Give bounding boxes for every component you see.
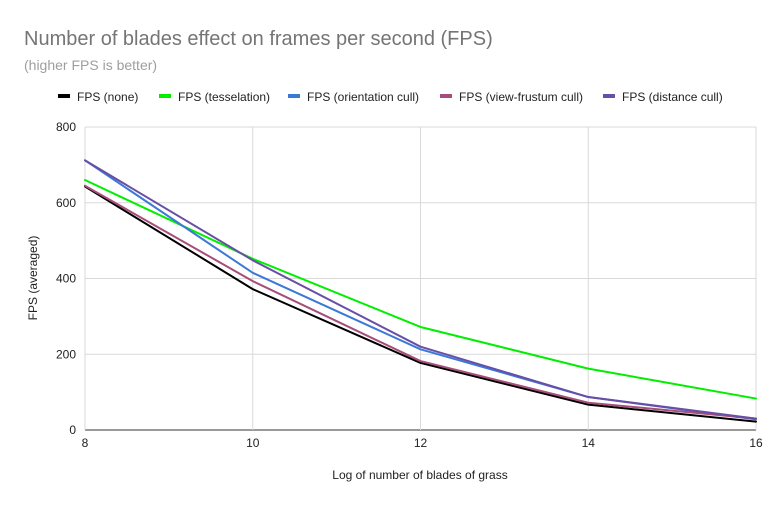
legend-label: FPS (distance cull)	[622, 90, 723, 104]
y-tick-label: 800	[56, 120, 76, 134]
series-line-3	[84, 184, 757, 420]
y-tick-label: 600	[56, 196, 76, 210]
x-tick-label: 12	[414, 436, 428, 450]
legend-label: FPS (orientation cull)	[307, 90, 419, 104]
legend-swatch	[58, 94, 70, 98]
series-line-1	[84, 179, 757, 400]
series-lines	[84, 159, 757, 423]
chart-subtitle: (higher FPS is better)	[24, 57, 157, 73]
y-axis-label: FPS (averaged)	[26, 236, 40, 321]
legend-swatch	[288, 94, 300, 98]
legend: FPS (none) FPS (tesselation) FPS (orientat…	[58, 90, 723, 104]
legend-swatch	[440, 94, 452, 98]
x-axis-label: Log of number of blades of grass	[332, 468, 507, 482]
legend-swatch	[159, 94, 171, 98]
x-tick-label: 8	[82, 436, 89, 450]
x-axis-ticks: 8 10 12 14 16	[82, 436, 763, 450]
x-tick-label: 10	[246, 436, 260, 450]
y-axis-ticks: 0 200 400 600 800	[56, 120, 76, 437]
legend-swatch	[603, 94, 615, 98]
legend-label: FPS (view-frustum cull)	[459, 90, 583, 104]
y-tick-label: 200	[56, 347, 76, 361]
y-tick-label: 0	[69, 423, 76, 437]
legend-label: FPS (tesselation)	[178, 90, 270, 104]
series-line-0	[84, 185, 757, 423]
x-tick-label: 16	[749, 436, 763, 450]
chart-title: Number of blades effect on frames per se…	[24, 28, 493, 50]
y-tick-label: 400	[56, 272, 76, 286]
gridlines	[84, 126, 757, 431]
legend-label: FPS (none)	[77, 90, 138, 104]
x-tick-label: 14	[582, 436, 596, 450]
series-line-4	[84, 159, 757, 420]
